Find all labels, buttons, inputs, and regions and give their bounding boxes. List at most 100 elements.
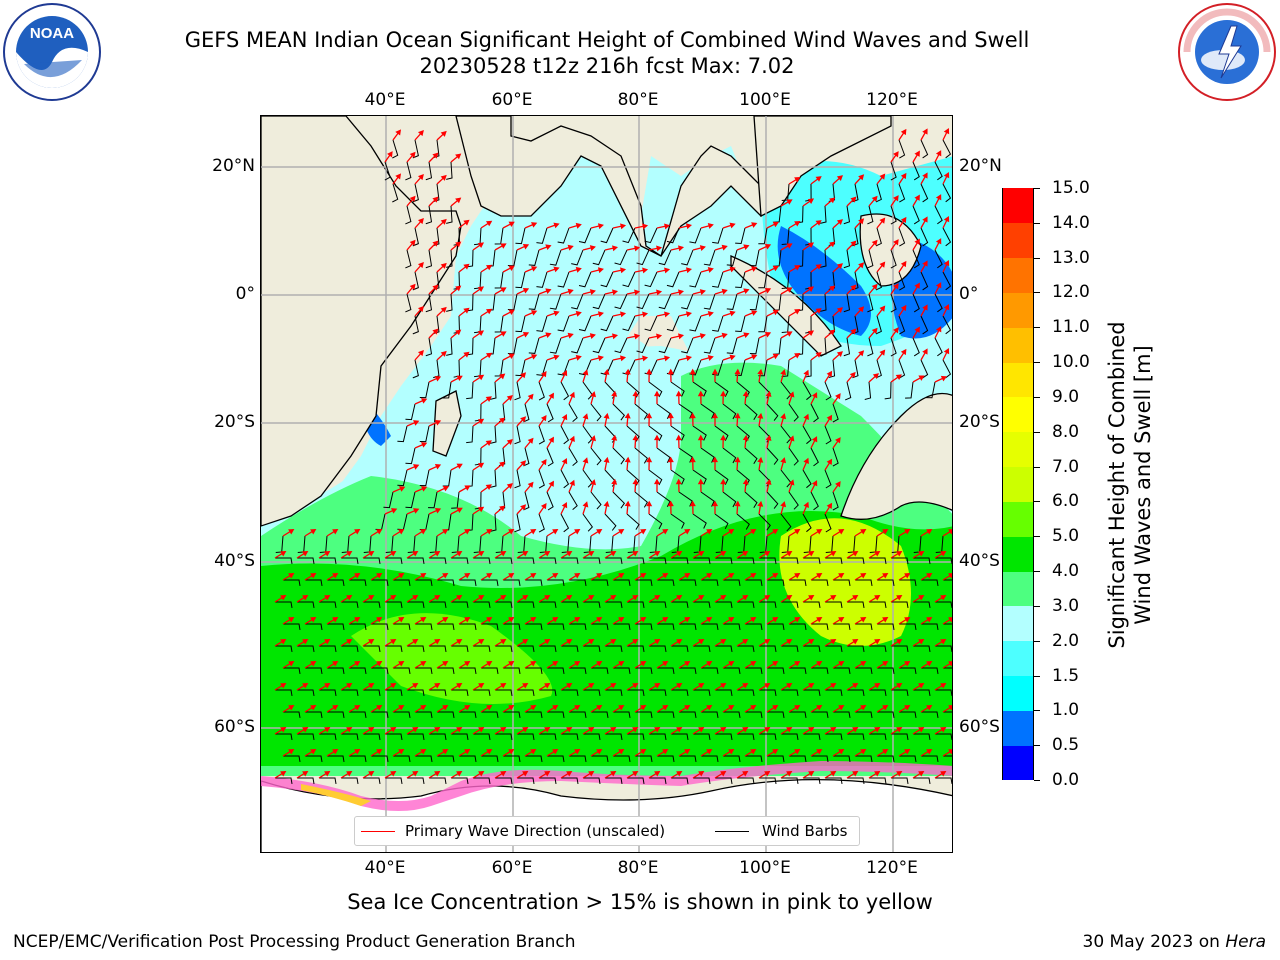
wave-arrowhead <box>442 573 449 579</box>
wave-arrowhead <box>575 266 582 273</box>
wind-barb <box>890 161 897 181</box>
wave-arrowhead <box>620 223 627 230</box>
wind-barb <box>811 579 829 586</box>
wind-barb <box>407 601 425 608</box>
wind-barb <box>891 645 909 652</box>
wind-barb <box>875 315 882 335</box>
wind-barb <box>297 689 315 696</box>
wind-barb <box>415 667 433 674</box>
wind-barb <box>591 579 609 586</box>
wave-arrowhead <box>667 500 674 507</box>
wind-barb <box>843 337 851 357</box>
wave-arrowhead <box>772 749 779 755</box>
wave-arrowhead <box>420 705 427 711</box>
wind-barb <box>891 777 909 784</box>
wave-arrowhead <box>900 260 907 268</box>
wind-barb <box>636 337 650 354</box>
wind-barb <box>891 557 909 564</box>
wave-arrowhead <box>879 217 886 224</box>
wind-barb <box>407 645 425 652</box>
wind-barb <box>833 711 851 718</box>
wave-arrowhead <box>456 639 463 645</box>
wind-barb <box>666 271 680 288</box>
wind-barb <box>539 733 557 740</box>
wind-barb <box>832 491 839 511</box>
wind-barb <box>412 359 419 379</box>
wave-arrowhead <box>874 727 881 733</box>
wave-arrowhead <box>922 348 928 355</box>
lon-tick-bottom: 40°E <box>364 858 406 878</box>
wind-barb <box>649 733 667 740</box>
wave-arrowhead <box>882 705 889 711</box>
wind-barb <box>943 711 952 713</box>
wave-arrowhead <box>940 727 947 733</box>
wind-barb <box>561 777 579 784</box>
wind-barb <box>648 513 663 530</box>
wave-arrowhead <box>675 390 682 397</box>
wave-arrowhead <box>302 595 309 601</box>
wind-barb <box>712 315 724 332</box>
wave-arrowhead <box>835 393 841 400</box>
wind-barb <box>737 777 755 784</box>
wind-barb <box>789 579 807 586</box>
wave-arrowhead <box>742 595 749 601</box>
wave-arrowhead <box>354 529 361 535</box>
wind-barb <box>600 271 614 288</box>
wave-arrowhead <box>926 529 933 535</box>
wave-arrowhead <box>830 639 837 645</box>
wind-barb <box>283 579 301 586</box>
wind-barb <box>689 271 702 288</box>
wave-arrowhead <box>850 196 857 203</box>
wind-barb <box>648 425 663 442</box>
wind-barb <box>759 645 777 652</box>
wind-barb <box>297 645 315 652</box>
colorbar-tick-label: 3.0 <box>1052 595 1080 616</box>
wave-arrowhead <box>734 456 741 463</box>
wave-arrowhead <box>354 617 361 623</box>
wave-arrowhead <box>354 749 361 755</box>
wave-arrowhead <box>706 749 713 755</box>
wave-arrowhead <box>544 551 551 557</box>
wind-barb <box>385 733 403 740</box>
wave-arrowhead <box>520 504 527 511</box>
wave-arrowhead <box>624 368 631 375</box>
wave-arrowhead <box>685 267 693 274</box>
wave-arrowhead <box>698 771 705 777</box>
credit-left: NCEP/EMC/Verification Post Processing Pr… <box>13 932 576 952</box>
wave-arrowhead <box>712 456 719 463</box>
wave-arrowhead <box>764 771 771 777</box>
wave-arrowhead <box>922 216 928 223</box>
colorbar-tick-label: 1.0 <box>1052 700 1080 721</box>
wave-arrowhead <box>750 749 757 755</box>
wind-barb <box>943 755 952 757</box>
wind-barb <box>571 293 584 310</box>
wave-arrowhead <box>530 529 537 535</box>
wind-barb <box>503 755 521 762</box>
wave-arrowhead <box>508 265 515 272</box>
wave-arrowhead <box>280 639 287 645</box>
wave-arrowhead <box>440 130 447 137</box>
wind-barb <box>678 403 693 419</box>
wave-arrowhead <box>455 153 462 160</box>
wind-barb <box>429 645 447 652</box>
wave-arrowhead <box>500 595 507 601</box>
lat-tick-right: 20°S <box>959 412 1000 432</box>
wind-barb <box>517 777 535 784</box>
wave-arrowhead <box>440 306 447 313</box>
wind-barb <box>877 755 895 762</box>
wave-arrowhead <box>455 285 462 292</box>
wave-arrowhead <box>540 370 547 378</box>
wave-arrowhead <box>896 771 903 777</box>
wave-arrowhead <box>346 551 353 557</box>
wind-barb <box>781 733 799 740</box>
colorbar-segment <box>1003 362 1033 398</box>
wave-arrowhead <box>506 395 513 401</box>
wind-barb <box>568 447 578 467</box>
wave-arrowhead <box>413 508 420 514</box>
wave-arrowhead <box>280 771 287 777</box>
wind-barb <box>737 689 755 696</box>
wave-arrowhead <box>485 352 493 359</box>
wave-arrowhead <box>689 500 696 507</box>
wind-barb <box>437 579 455 586</box>
wave-arrowhead <box>398 617 405 623</box>
